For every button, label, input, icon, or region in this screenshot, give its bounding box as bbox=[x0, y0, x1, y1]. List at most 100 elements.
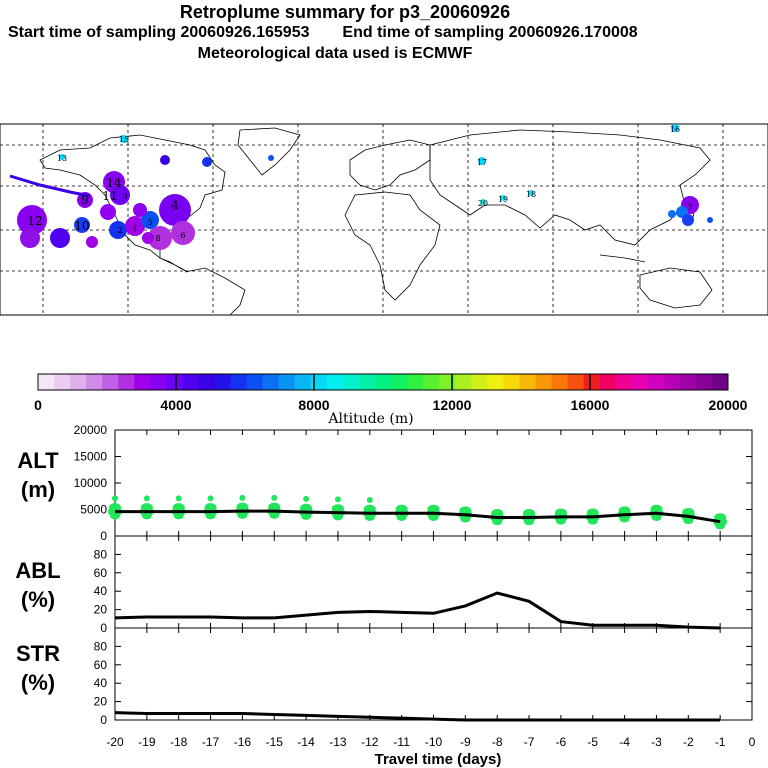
y-tick-label: 20000 bbox=[74, 423, 108, 437]
x-tick-label: -2 bbox=[683, 735, 694, 749]
altitude-dot bbox=[334, 496, 341, 503]
colorbar-cell bbox=[182, 374, 199, 390]
x-tick-label: -10 bbox=[425, 735, 443, 749]
colorbar-tick-label: 20000 bbox=[709, 397, 748, 413]
altitude-dot bbox=[175, 495, 182, 502]
colorbar-cell bbox=[150, 374, 167, 390]
altitude-dot bbox=[143, 495, 150, 502]
colorbar-cell bbox=[54, 374, 71, 390]
plume-cluster bbox=[141, 211, 159, 229]
altitude-dot bbox=[555, 517, 566, 525]
panel-label: STR bbox=[16, 641, 60, 666]
x-tick-label: -8 bbox=[492, 735, 503, 749]
plume-cluster bbox=[480, 199, 486, 205]
x-tick-label: -19 bbox=[138, 735, 156, 749]
colorbar-tick-label: 12000 bbox=[433, 397, 472, 413]
x-tick-label: -1 bbox=[715, 735, 726, 749]
x-tick-label: -14 bbox=[297, 735, 315, 749]
altitude-dot bbox=[303, 495, 310, 502]
plume-cluster bbox=[142, 232, 154, 244]
x-tick-label: -11 bbox=[393, 735, 410, 749]
chart-title: Retroplume summary for p3_20060926 bbox=[179, 2, 511, 22]
colorbar-cell bbox=[695, 374, 713, 390]
colorbar-cell bbox=[583, 374, 601, 390]
colorbar-cell bbox=[647, 374, 665, 390]
plume-cluster bbox=[133, 203, 147, 217]
panel-alt: 0 5000 10000 15000 20000 ALT (m) bbox=[17, 423, 753, 543]
map-day-label: 13 bbox=[57, 154, 67, 163]
plume-cluster bbox=[74, 217, 90, 233]
plume-cluster bbox=[268, 155, 274, 161]
plume-markers bbox=[9, 124, 713, 250]
panel-unit: (%) bbox=[21, 587, 55, 612]
plume-cluster bbox=[528, 190, 534, 196]
altitude-dot bbox=[205, 512, 216, 520]
colorbar-cell bbox=[519, 374, 536, 390]
x-tick-label: -20 bbox=[106, 735, 124, 749]
map-day-label: 7 bbox=[687, 203, 692, 212]
panel-label: ALT bbox=[17, 448, 59, 473]
y-tick-label: 60 bbox=[94, 658, 108, 672]
plume-cluster bbox=[20, 228, 40, 248]
plume-cluster bbox=[202, 157, 212, 167]
plume-cluster bbox=[110, 185, 130, 205]
altitude-dot bbox=[332, 513, 343, 521]
colorbar-cell bbox=[310, 374, 328, 390]
altitude-dot bbox=[492, 518, 503, 526]
altitude-dot bbox=[141, 512, 152, 520]
colorbar-tick-label: 16000 bbox=[571, 397, 610, 413]
y-tick-label: 20 bbox=[94, 695, 108, 709]
colorbar-cell bbox=[679, 374, 697, 390]
colorbar-cell bbox=[374, 374, 392, 390]
colorbar-cell bbox=[391, 374, 408, 390]
series-line-alt bbox=[115, 509, 721, 524]
map-day-label: 9 bbox=[81, 193, 89, 207]
colorbar-ticks: 0 4000 8000 12000 16000 20000 bbox=[34, 374, 748, 413]
colorbar-tick-label: 0 bbox=[34, 397, 42, 413]
x-tick-label: -13 bbox=[329, 735, 347, 749]
colorbar-cell bbox=[38, 374, 55, 390]
colorbar-cell bbox=[567, 374, 585, 390]
colorbar-cell bbox=[599, 374, 617, 390]
plume-cluster bbox=[160, 155, 170, 165]
altitude-dot bbox=[619, 515, 630, 523]
x-tick-label: 0 bbox=[749, 735, 756, 749]
plume-cluster bbox=[109, 221, 127, 239]
colorbar-cell bbox=[615, 374, 633, 390]
altitude-dot bbox=[651, 513, 662, 521]
colorbar: 0 4000 8000 12000 16000 20000 Altitude (m) bbox=[34, 373, 748, 427]
plume-cluster bbox=[17, 205, 47, 235]
colorbar-cell bbox=[358, 374, 376, 390]
series-line-str bbox=[114, 711, 721, 722]
altitude-dot bbox=[269, 511, 280, 519]
colorbar-cell bbox=[711, 374, 729, 390]
map-day-label: 14 bbox=[106, 176, 122, 190]
panel-str: 0 20 40 60 80 STR (%) bbox=[16, 627, 753, 727]
altitude-dot bbox=[110, 512, 120, 520]
x-tick-label: -9 bbox=[460, 735, 471, 749]
colorbar-cell bbox=[551, 374, 569, 390]
altitude-dot bbox=[239, 494, 246, 501]
x-tick-label: -12 bbox=[361, 735, 379, 749]
colorbar-cell bbox=[455, 374, 472, 390]
x-axis-label: Travel time (days) bbox=[375, 751, 502, 768]
altitude-dot bbox=[587, 517, 598, 525]
colorbar-cell bbox=[262, 374, 280, 390]
colorbar-cell bbox=[70, 374, 87, 390]
y-tick-label: 0 bbox=[100, 529, 107, 543]
map-day-label: 18 bbox=[526, 190, 536, 199]
colorbar-cell bbox=[535, 374, 552, 390]
map-day-label: 15 bbox=[119, 135, 129, 144]
colorbar-cell bbox=[294, 374, 312, 390]
colorbar-cell bbox=[214, 374, 232, 390]
plume-cluster bbox=[171, 221, 195, 245]
y-tick-label: 5000 bbox=[80, 503, 107, 517]
map-day-label: 16 bbox=[670, 125, 680, 134]
plume-cluster bbox=[100, 204, 116, 220]
x-tick-label: -15 bbox=[266, 735, 284, 749]
x-tick-label: -16 bbox=[234, 735, 252, 749]
altitude-dot bbox=[396, 513, 407, 521]
panel-label: ABL bbox=[15, 558, 60, 583]
